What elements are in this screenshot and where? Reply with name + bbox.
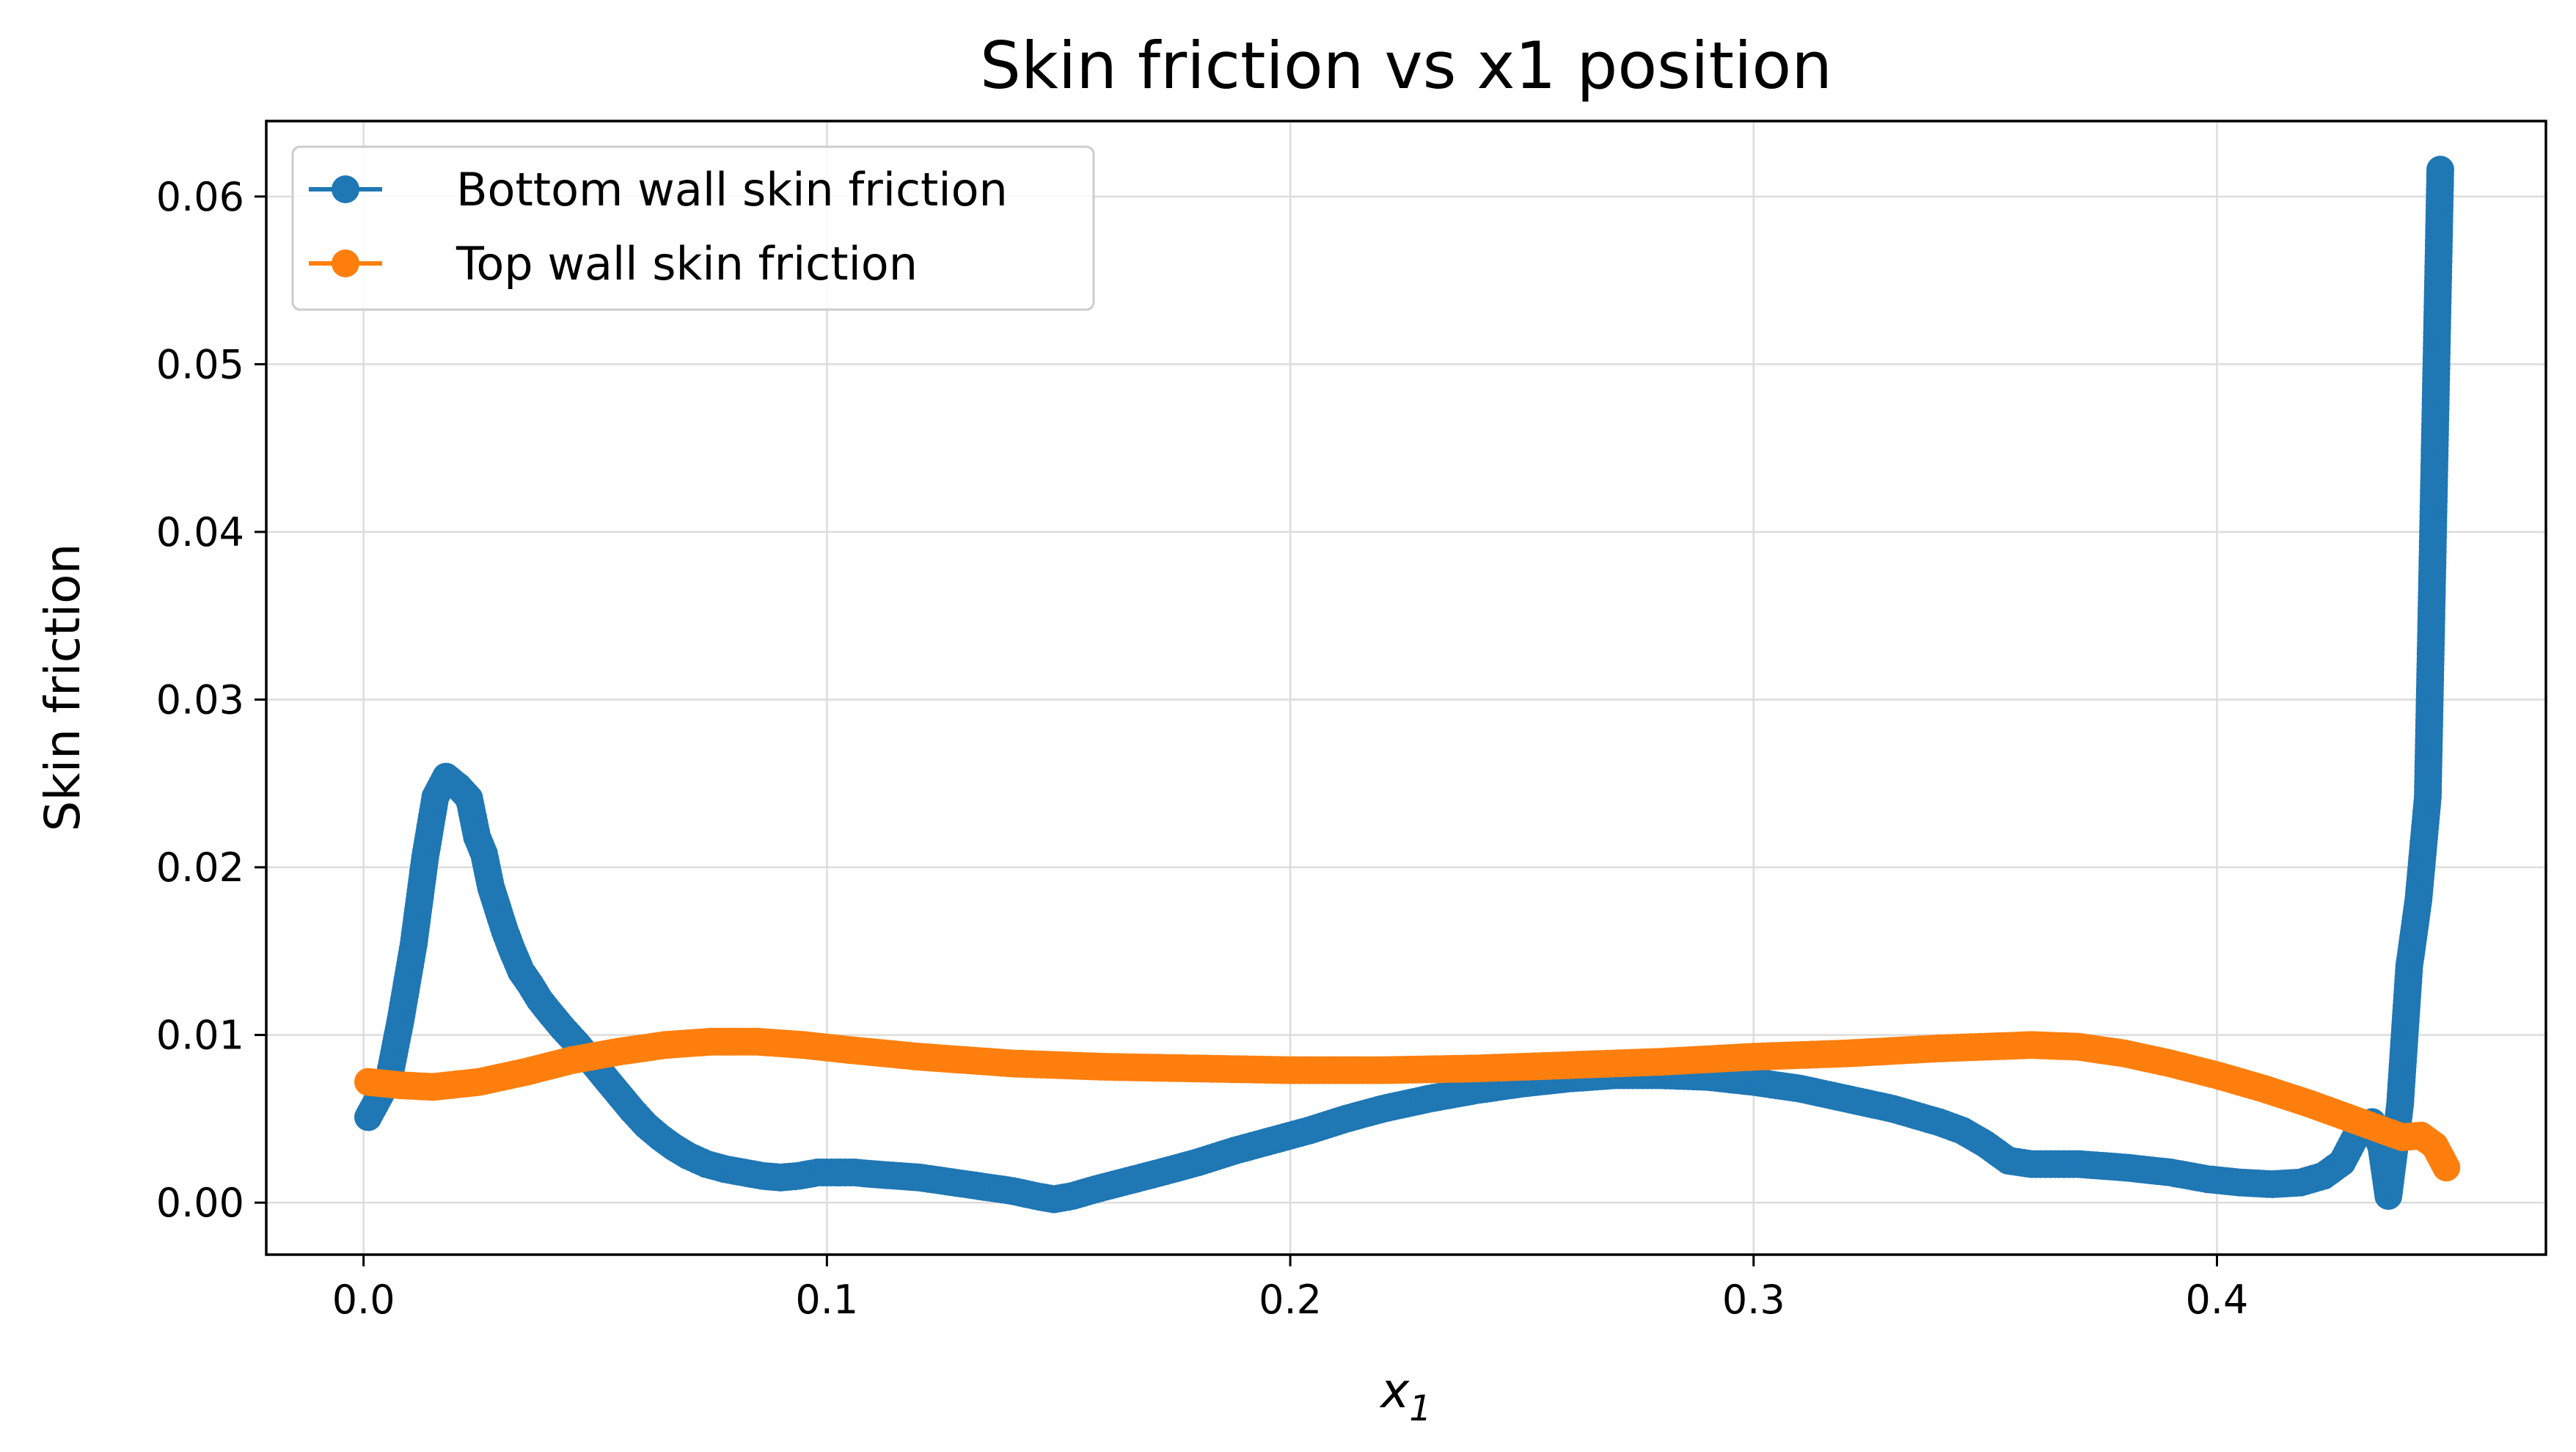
ticks: 0.0 0.1 0.2 0.3 0.4 0.00 0.01 0.02 0.03 0.04 0.05 0… bbox=[156, 174, 2249, 1323]
x-tick-label: 0.3 bbox=[1722, 1277, 1785, 1323]
y-tick-label: 0.00 bbox=[156, 1180, 244, 1226]
series-layer bbox=[354, 156, 2461, 1214]
x-tick-label: 0.0 bbox=[332, 1277, 395, 1323]
legend-marker-bottom bbox=[332, 175, 359, 203]
y-tick-label: 0.05 bbox=[156, 341, 244, 387]
x-tick-label: 0.4 bbox=[2186, 1277, 2249, 1323]
y-tick-label: 0.06 bbox=[156, 174, 244, 220]
chart-title: Skin friction vs x1 position bbox=[980, 28, 1832, 103]
legend-marker-top bbox=[332, 249, 359, 277]
legend-label-top: Top wall skin friction bbox=[455, 237, 918, 291]
data-point bbox=[2426, 156, 2454, 184]
y-tick-label: 0.02 bbox=[156, 844, 244, 891]
y-tick-label: 0.03 bbox=[156, 676, 244, 723]
legend-box bbox=[291, 145, 1095, 311]
data-point bbox=[2432, 1153, 2461, 1182]
y-axis-label: Skin friction bbox=[34, 544, 91, 832]
y-tick-label: 0.04 bbox=[156, 509, 244, 555]
legend: Bottom wall skin friction Top wall skin … bbox=[291, 145, 1095, 311]
x-tick-label: 0.1 bbox=[795, 1277, 858, 1323]
grid bbox=[266, 121, 2546, 1255]
series-top bbox=[354, 1027, 2461, 1182]
x-axis-label-subscript: 1 bbox=[1409, 1388, 1432, 1429]
plot-frame bbox=[265, 120, 2547, 1256]
y-tick-label: 0.01 bbox=[156, 1013, 244, 1059]
x-axis-label: x1 bbox=[1379, 1362, 1432, 1429]
x-axis-label-base: x bbox=[1379, 1362, 1410, 1419]
x-tick-label: 0.2 bbox=[1259, 1277, 1322, 1323]
legend-label-bottom: Bottom wall skin friction bbox=[456, 163, 1008, 216]
